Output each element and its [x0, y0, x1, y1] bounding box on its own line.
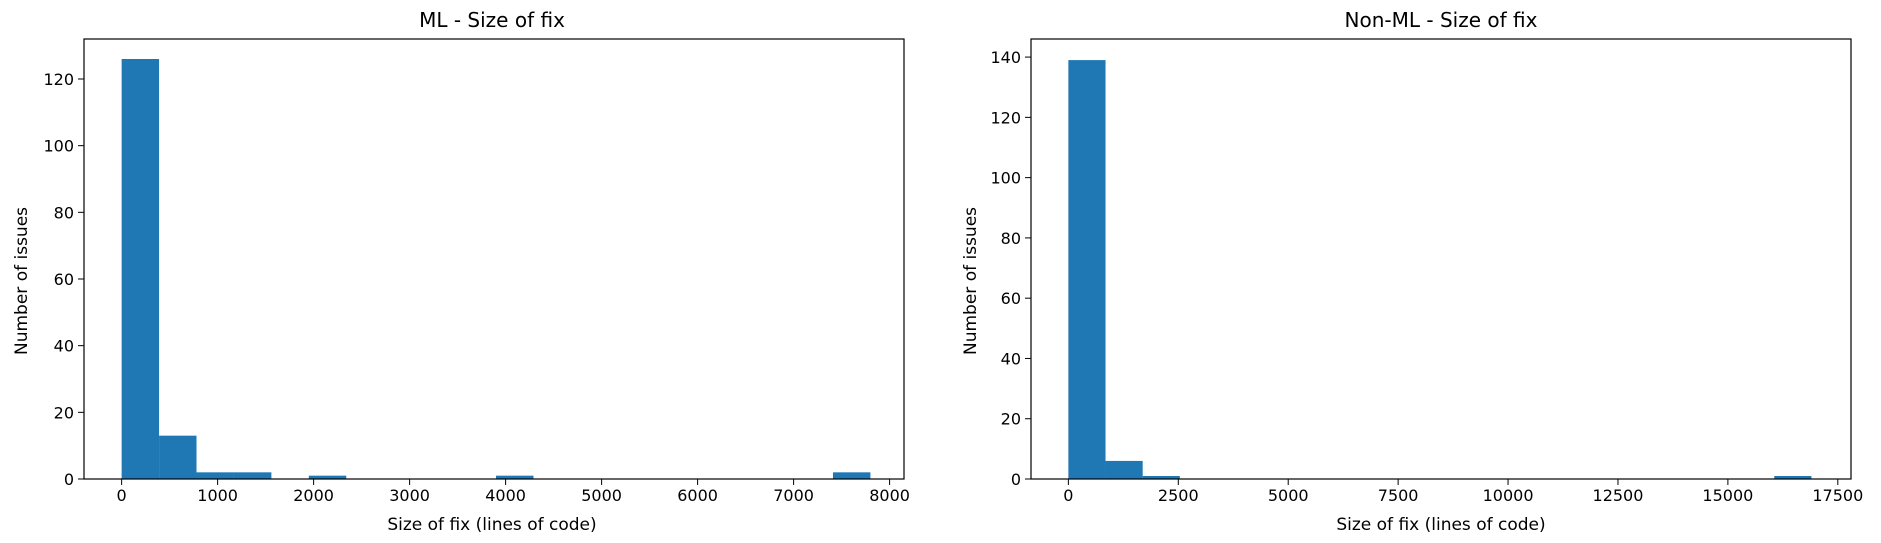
y-tick-label: 60 [54, 270, 74, 289]
chart-title: Non-ML - Size of fix [1345, 8, 1538, 32]
x-tick-label: 2500 [1158, 486, 1199, 505]
x-tick-label: 15000 [1702, 486, 1753, 505]
y-tick-label: 20 [1001, 410, 1021, 429]
x-tick-label: 6000 [677, 486, 718, 505]
y-tick-label: 40 [54, 337, 74, 356]
y-tick-label: 80 [54, 203, 74, 222]
y-tick-label: 0 [1011, 470, 1021, 489]
y-tick-label: 40 [1001, 349, 1021, 368]
x-tick-label: 0 [117, 486, 127, 505]
y-tick-label: 60 [1001, 289, 1021, 308]
histogram-bar [308, 475, 347, 479]
x-tick-label: 0 [1063, 486, 1073, 505]
x-tick-label: 4000 [485, 486, 526, 505]
histogram-bar [1068, 60, 1106, 479]
chart-title: ML - Size of fix [419, 8, 565, 32]
y-axis-label: Number of issues [12, 207, 32, 355]
plot-frame [1030, 38, 1852, 480]
y-tick-label: 0 [64, 470, 74, 489]
x-tick-label: 3000 [389, 486, 430, 505]
x-axis-label: Size of fix (lines of code) [1336, 515, 1545, 535]
histogram-bar [1774, 475, 1812, 479]
x-tick-label: 5000 [581, 486, 622, 505]
x-tick-label: 5000 [1268, 486, 1309, 505]
y-tick-label: 80 [1001, 229, 1021, 248]
x-tick-label: 2000 [293, 486, 334, 505]
x-tick-label: 10000 [1483, 486, 1534, 505]
histogram-bar [1142, 475, 1180, 479]
x-tick-label: 7000 [773, 486, 814, 505]
histogram-bar [159, 435, 197, 479]
y-tick-label: 120 [43, 70, 74, 89]
y-axis-label: Number of issues [961, 207, 981, 355]
x-tick-label: 17500 [1812, 486, 1863, 505]
histogram-bar [233, 472, 272, 479]
y-tick-label: 20 [54, 403, 74, 422]
histogram-bar [496, 475, 534, 479]
ml-histogram-panel: ML - Size of fix Size of fix (lines of c… [12, 8, 910, 535]
histogram-bar [832, 472, 871, 479]
x-axis-label: Size of fix (lines of code) [387, 515, 596, 535]
y-tick-label: 100 [990, 169, 1021, 188]
histogram-bar [196, 472, 234, 479]
histogram-bar [1105, 460, 1143, 479]
y-tick-label: 100 [43, 137, 74, 156]
y-tick-label: 140 [990, 48, 1021, 67]
x-tick-label: 7500 [1378, 486, 1419, 505]
histogram-bar [121, 59, 160, 479]
x-tick-label: 1000 [197, 486, 238, 505]
non-ml-histogram-panel: Non-ML - Size of fix Size of fix (lines … [961, 8, 1863, 535]
x-tick-label: 8000 [869, 486, 910, 505]
plot-frame [83, 38, 905, 480]
y-tick-label: 120 [990, 108, 1021, 127]
x-tick-label: 12500 [1593, 486, 1644, 505]
